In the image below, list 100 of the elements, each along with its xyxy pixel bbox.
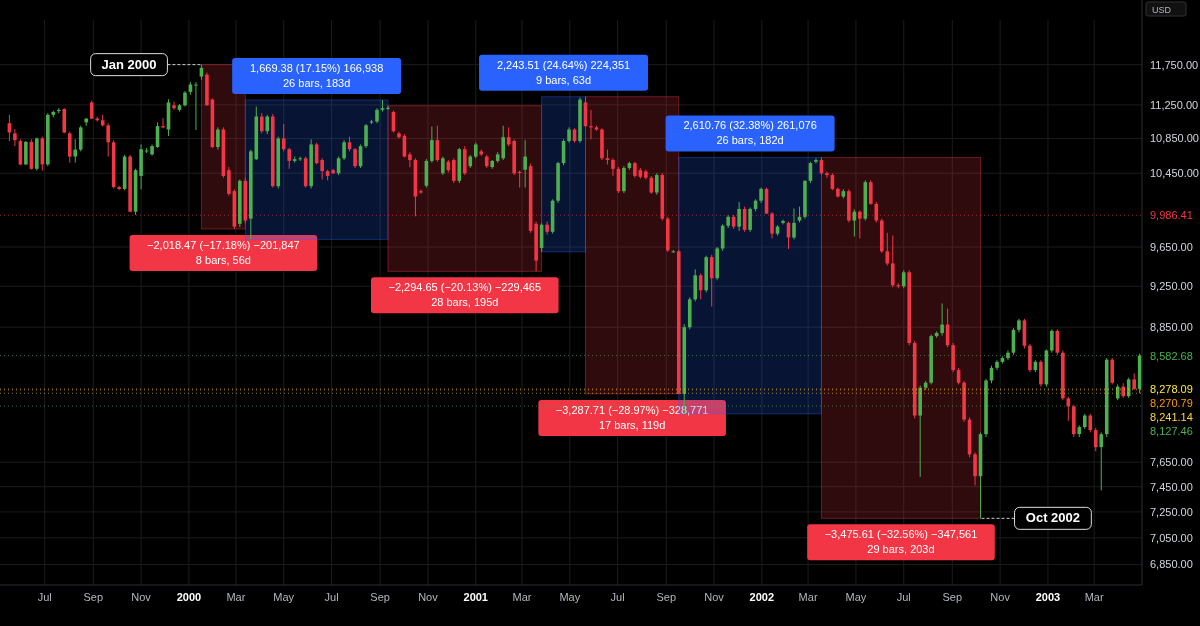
x-tick-label: Nov	[704, 591, 725, 603]
measure-label: −3,287.71 (−28.97%) −328,771 17 bars, 119d	[538, 399, 726, 436]
candlestick	[452, 157, 456, 184]
ref-line-label: 8,270.79	[1150, 397, 1193, 410]
candlestick	[24, 140, 28, 166]
candlestick	[353, 147, 357, 169]
candlestick	[227, 166, 231, 197]
annotation: Oct 2002	[1025, 510, 1081, 526]
candlestick	[216, 126, 220, 151]
y-tick-label: 6,850.00	[1150, 558, 1193, 571]
x-tick-label: Mar	[226, 591, 246, 603]
candlestick	[287, 147, 292, 170]
y-tick-label: 9,650.00	[1150, 241, 1193, 254]
band-label: 1,669.38 (17.15%) 166,938 26 bars, 183d	[249, 61, 384, 89]
y-tick-label: 10,450.00	[1150, 167, 1199, 180]
x-tick-label: Jul	[896, 591, 911, 603]
candlestick	[67, 131, 72, 164]
candlestick	[419, 188, 423, 195]
y-tick-label: 11,750.00	[1150, 58, 1199, 71]
candlestick	[1099, 431, 1104, 491]
ref-line-label: 8,278.09	[1150, 383, 1193, 396]
x-tick-label: 2002	[749, 591, 775, 603]
candlestick	[622, 165, 626, 194]
candlestick	[265, 114, 270, 135]
x-tick-label: Mar	[512, 591, 532, 603]
ref-line-label: 8,127.46	[1150, 425, 1193, 438]
y-tick-label: 7,050.00	[1150, 531, 1193, 544]
candlestick	[1039, 359, 1043, 388]
measure-label: 2,610.76 (32.38%) 261,076 26 bars, 182d	[665, 115, 835, 152]
ref-line-label: 8,241.14	[1150, 411, 1193, 424]
candlestick	[611, 157, 615, 177]
y-tick-label: 7,250.00	[1150, 505, 1193, 518]
candlestick	[737, 201, 741, 232]
candlestick	[73, 138, 78, 164]
candlestick	[1110, 357, 1115, 385]
x-tick-label: Mar	[1084, 591, 1104, 603]
x-tick-label: May	[845, 591, 867, 603]
x-tick-label: Sep	[942, 591, 963, 603]
candlestick	[172, 101, 176, 111]
candlestick	[523, 139, 527, 189]
candlestick	[194, 81, 198, 131]
candlestick	[655, 172, 659, 196]
x-tick-label: Nov	[990, 591, 1011, 603]
candlestick	[342, 139, 346, 161]
candlestick	[106, 122, 110, 158]
candlestick	[62, 107, 67, 134]
band-label: −3,287.71 (−28.97%) −328,771 17 bars, 119d	[555, 403, 709, 431]
candlestick	[874, 201, 879, 223]
candlestick	[320, 157, 324, 180]
x-tick-label: Jul	[324, 591, 339, 603]
candlestick	[792, 207, 796, 240]
candlestick	[545, 220, 549, 236]
ref-line-label: 9,986.41	[1150, 209, 1193, 222]
band-label: 2,610.76 (32.38%) 261,076 26 bars, 182d	[683, 119, 817, 147]
x-tick-label: Jul	[610, 591, 625, 603]
y-axis-title: USD	[1152, 5, 1172, 15]
band-label: 2,243.51 (24.64%) 224,351 9 bars, 63d	[496, 58, 631, 86]
candlestick	[885, 232, 890, 266]
y-tick-label: 10,850.00	[1150, 132, 1199, 145]
measure-label: −3,475.61 (−32.56%) −347,561 29 bars, 203d	[807, 524, 995, 561]
candlestick	[814, 157, 818, 165]
y-tick-label: 11,250.00	[1150, 98, 1199, 111]
candlestick	[408, 151, 412, 168]
x-tick-label: Mar	[798, 591, 818, 603]
x-tick-label: Jul	[37, 591, 52, 603]
measure-label: 1,669.38 (17.15%) 166,938 26 bars, 183d	[232, 58, 402, 94]
candlestick	[1093, 427, 1098, 452]
candlestick	[259, 112, 264, 134]
candlestick	[78, 125, 83, 152]
band-label: −2,018.47 (−17.18%) −201,847 8 bars, 56d	[147, 238, 300, 266]
y-tick-label: 7,450.00	[1150, 480, 1193, 493]
candlestick	[1088, 413, 1093, 433]
band-label: −3,475.61 (−32.56%) −347,561 29 bars, 203d	[824, 528, 978, 556]
x-tick-label: Sep	[83, 591, 104, 603]
y-tick-label: 8,850.00	[1150, 321, 1193, 334]
candlestick	[748, 207, 752, 233]
candlestick	[386, 105, 390, 111]
candlestick	[441, 156, 445, 176]
candlestick	[698, 272, 703, 300]
x-tick-label: Sep	[656, 591, 677, 603]
candlestick	[281, 123, 286, 152]
x-tick-label: 2003	[1035, 591, 1061, 603]
ref-line-label: 8,582.68	[1150, 349, 1193, 362]
candlestick	[869, 179, 873, 206]
candlestick	[858, 209, 862, 239]
x-tick-label: May	[273, 591, 295, 603]
y-tick-label: 7,650.00	[1150, 456, 1193, 469]
candlestick	[430, 126, 434, 164]
measure-label: −2,294.65 (−20.13%) −229,465 28 bars, 195d	[371, 277, 559, 314]
x-tick-label: 2001	[463, 591, 489, 603]
annotation: Jan 2000	[101, 56, 157, 72]
candlestick	[890, 235, 895, 288]
candlestick	[770, 211, 774, 239]
candlestick	[940, 302, 944, 337]
measure-label: 2,243.51 (24.64%) 224,351 9 bars, 63d	[479, 54, 649, 91]
x-tick-label: Nov	[418, 591, 439, 603]
x-tick-label: Nov	[131, 591, 152, 603]
band-label: −2,294.65 (−20.13%) −229,465 28 bars, 195d	[388, 281, 542, 309]
candlestick	[1050, 328, 1054, 354]
candlestick	[13, 128, 17, 147]
